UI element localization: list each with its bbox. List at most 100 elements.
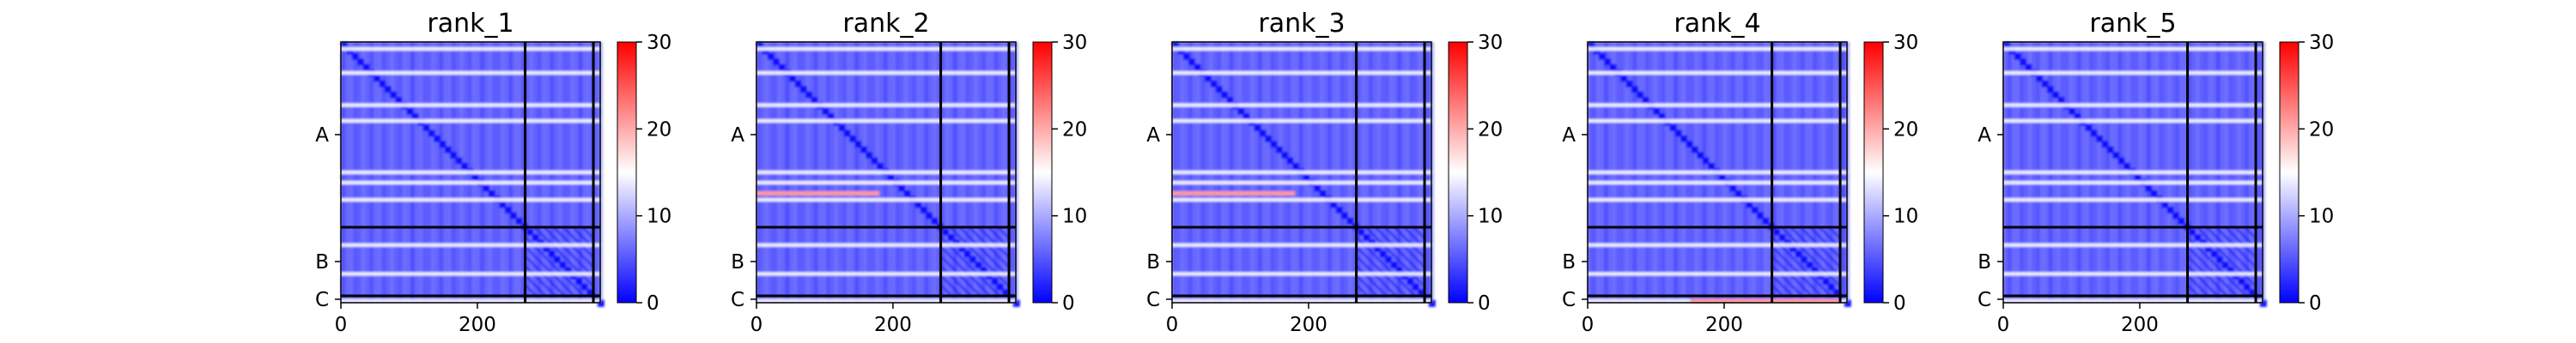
diagonal-cell (1215, 86, 1223, 93)
chain-label: C (731, 289, 744, 311)
diagonal-cell (838, 124, 846, 131)
diagonal-cell (384, 86, 392, 93)
diagonal-cell (778, 63, 786, 71)
diagonal-cell (2046, 86, 2054, 93)
diagonal-cell (1330, 201, 1338, 208)
diagonal-cell (871, 157, 878, 165)
heatmap-diagonal (1172, 42, 1436, 307)
diagonal-cell (920, 207, 927, 214)
diagonal-cell (1270, 141, 1278, 148)
diagonal-cell (1172, 42, 1179, 49)
colorbar-tick-label: 30 (1478, 32, 1503, 54)
diagonal-cell (843, 129, 851, 137)
colorbar (617, 41, 637, 304)
heatmap-cells (756, 42, 1020, 307)
diagonal-cell (346, 47, 354, 55)
blockB-line (524, 265, 556, 297)
diagonal-cell (1658, 113, 1666, 121)
colorbar (1863, 41, 1884, 304)
diagonal-cell (515, 217, 523, 225)
colorbar (2279, 41, 2300, 304)
diagonal-cell (2150, 190, 2158, 197)
heatmap-frame (340, 41, 601, 304)
colorbar-tick-label: 10 (2309, 206, 2334, 228)
blockB-line (1364, 226, 1425, 287)
blockB-line (2186, 274, 2209, 297)
blockB-line (2196, 226, 2257, 287)
colorbar-tick-label: 0 (2309, 292, 2322, 315)
diagonal-cell (1642, 97, 1649, 104)
heatmap-cells (1172, 42, 1436, 307)
diagonal-cell (1746, 201, 1753, 208)
bright-row (1172, 47, 1431, 51)
heatmap-stripe (1845, 42, 1850, 303)
diagonal-cell (931, 217, 939, 225)
diagonal-cell (1423, 294, 1431, 302)
blockB-line (1800, 226, 1841, 268)
blockB-line (1809, 226, 1841, 258)
bright-row (1172, 198, 1431, 202)
diagonal-cell (1012, 299, 1020, 307)
chain-label: A (731, 124, 744, 147)
diagonal-cell (1286, 157, 1294, 165)
diagonal-cell (914, 201, 922, 208)
diagonal-cell (428, 129, 435, 137)
diagonal-cell (422, 124, 430, 131)
colorbar-tick-label: 0 (647, 292, 659, 315)
diagonal-cell (379, 80, 386, 87)
diagonal-cell (1588, 42, 1595, 49)
bright-row (756, 272, 1016, 276)
colorbar-tick-label: 20 (1893, 118, 1918, 141)
diagonal-cell (434, 135, 441, 142)
chain-label: C (1978, 289, 1991, 311)
chain-label: A (1562, 124, 1576, 147)
diagonal-cell (2134, 173, 2142, 181)
diagonal-cell (1838, 294, 1846, 302)
blockB-line (581, 226, 594, 239)
diagonal-cell (2096, 135, 2104, 142)
diagonal-cell (1428, 299, 1436, 307)
diagonal-cell (789, 75, 797, 82)
panel-title: rank_5 (2089, 9, 2176, 39)
diagonal-cell (1335, 207, 1343, 214)
x-tick-label: 200 (459, 314, 496, 336)
diagonal-cell (341, 42, 348, 49)
blockB-line (562, 226, 594, 258)
heatmap-frame (2002, 41, 2263, 304)
diagonal-cell (471, 173, 479, 181)
diagonal-cell (1221, 91, 1229, 99)
diagonal-cell (2041, 80, 2049, 87)
diagonal-cell (406, 107, 414, 115)
bright-row (2003, 181, 2263, 184)
bright-row (1588, 243, 1847, 247)
diagonal-cell (1625, 80, 1633, 87)
x-tick-label: 200 (1705, 314, 1743, 336)
diagonal-cell (1637, 91, 1644, 99)
bright-row (341, 181, 600, 184)
diagonal-cell (2020, 58, 2027, 66)
diagonal-cell (1598, 52, 1606, 60)
diagonal-cell (1265, 135, 1273, 142)
diagonal-cell (1210, 80, 1218, 87)
bright-row (341, 243, 600, 247)
heatmap-cells (2003, 42, 2267, 307)
diagonal-cell (504, 207, 512, 214)
blockB-line (969, 226, 1010, 268)
diagonal-cell (499, 201, 507, 208)
diagonal-cell (1735, 190, 1742, 197)
x-tick-label: 0 (750, 314, 763, 336)
bright-row (2003, 272, 2263, 276)
diagonal-cell (2090, 129, 2098, 137)
diagonal-cell (2112, 152, 2120, 159)
blockB-line (524, 255, 566, 297)
bright-row (1172, 71, 1431, 75)
diagonal-cell (1631, 86, 1638, 93)
bright-row (756, 47, 1016, 51)
bright-row (756, 198, 1016, 202)
blockB-line (1771, 255, 1813, 297)
blockB-line (939, 226, 1010, 297)
diagonal-cell (1593, 47, 1601, 55)
blockB-line (553, 226, 594, 268)
